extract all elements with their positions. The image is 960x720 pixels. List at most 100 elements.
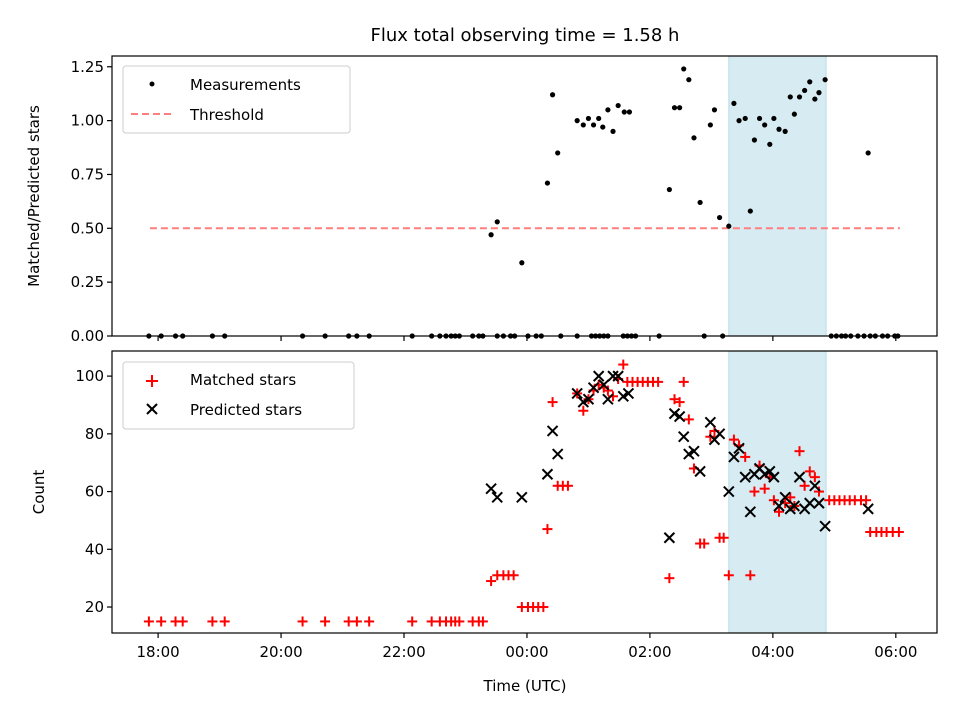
predicted-star-point (485, 482, 497, 495)
bottom-y-ticks: 20 40 60 80 100 (75, 367, 112, 616)
measurement-point (731, 100, 737, 106)
predicted-star-point (541, 468, 554, 480)
measurement-point (771, 115, 777, 122)
predicted-star-point (516, 491, 528, 504)
bottom-y-tick-label: 100 (75, 367, 104, 385)
bottom-y-tick-label: 20 (85, 598, 104, 616)
bottom-x-tick-label: 20:00 (259, 643, 302, 661)
matched-star-point (143, 616, 154, 627)
measurement-point (600, 124, 606, 130)
matched-star-point (813, 486, 824, 497)
top-legend-box (122, 65, 351, 134)
measurement-points (146, 66, 901, 339)
matched-star-point (749, 486, 760, 497)
matched-star-point (547, 397, 558, 408)
matched-star-point (678, 376, 689, 387)
matched-star-point (320, 616, 331, 627)
predicted-star-point (713, 428, 726, 440)
matched-star-point (602, 385, 613, 396)
top-x-ticks (157, 336, 897, 341)
bottom-y-tick-label: 60 (85, 483, 104, 501)
matched-star-point (669, 394, 680, 405)
measurement-point (767, 141, 773, 147)
matched-star-point (297, 616, 308, 627)
matched-star-point (683, 414, 694, 425)
predicted-star-point (779, 491, 791, 504)
legend-matched-marker-icon (146, 375, 158, 387)
measurement-point (807, 79, 813, 85)
predicted-star-point (673, 410, 686, 423)
matched-star-point (674, 397, 685, 408)
measurement-point (580, 122, 586, 128)
predicted-star-point (571, 387, 583, 400)
matched-star-point (745, 570, 756, 581)
bottom-observing-window-span (728, 350, 827, 634)
measurement-point (555, 150, 561, 156)
legend-predicted-marker-icon (146, 403, 158, 415)
predicted-star-point (739, 471, 751, 483)
top-panel: 0.00 0.25 0.50 0.75 1.00 1.25 Matched/Predict… (25, 55, 938, 345)
predicted-star-point (582, 393, 595, 405)
predicted-star-point (551, 448, 564, 460)
predicted-star-point (862, 503, 874, 515)
matched-star-point (486, 576, 497, 587)
measurement-point (615, 102, 621, 109)
measurement-point (747, 208, 753, 214)
bottom-panel: 20 40 60 80 100 18:00 20:00 22:00 00:00 02:00 04:… (30, 350, 938, 695)
measurement-point (626, 109, 633, 115)
matched-star-point (799, 480, 810, 491)
bottom-y-tick-label: 40 (85, 540, 104, 558)
measurement-point (691, 135, 697, 141)
measurement-point (549, 92, 556, 98)
matched-star-point (562, 480, 573, 491)
top-y-axis-label: Matched/Predicted stars (25, 105, 43, 287)
measurement-point (816, 90, 822, 96)
measurement-point (762, 122, 768, 128)
predicted-star-point (598, 379, 610, 391)
matched-star-point (809, 472, 820, 483)
matched-star-point (542, 524, 553, 535)
measurement-point (802, 87, 808, 94)
predicted-star-point (788, 500, 801, 512)
top-observing-window-span (728, 55, 827, 337)
legend-matched-label: Matched stars (190, 371, 296, 389)
matched-star-point (893, 526, 904, 537)
matched-star-point (578, 405, 589, 416)
top-legend: Measurements Threshold (122, 65, 351, 134)
bottom-x-ticks: 18:00 20:00 22:00 00:00 02:00 04:00 06:00 (136, 633, 917, 661)
matched-star-point (618, 359, 629, 370)
matched-star-point (207, 616, 218, 627)
bottom-axes-frame (111, 350, 938, 634)
top-shaded-span (728, 55, 827, 337)
matched-star-point (477, 616, 488, 627)
predicted-star-point (622, 387, 635, 400)
measurement-point (671, 105, 678, 111)
predicted-star-point (733, 442, 745, 454)
bottom-legend: Matched stars Predicted stars (122, 361, 355, 430)
matched-star-point (740, 451, 751, 462)
predicted-star-point (704, 416, 717, 429)
matched-star-point (219, 616, 230, 627)
matched-star-point (407, 616, 418, 627)
bottom-x-tick-label: 06:00 (874, 643, 917, 661)
measurement-point (716, 214, 723, 221)
measurement-point (610, 128, 616, 134)
measurement-point (751, 137, 758, 143)
x-axis-label: Time (UTC) (483, 677, 567, 695)
legend-measurements-marker-icon (149, 81, 155, 87)
measurement-point (822, 77, 828, 83)
measurement-point (796, 94, 803, 100)
matched-star-point (364, 616, 375, 627)
legend-predicted-label: Predicted stars (190, 401, 302, 419)
measurement-point (677, 105, 683, 111)
measurement-point (519, 260, 525, 266)
predicted-star-point (809, 480, 821, 492)
measurement-point (686, 77, 692, 83)
measurement-point (707, 122, 713, 128)
measurement-point (585, 115, 592, 122)
top-y-tick-label: 0.75 (71, 165, 104, 183)
predicted-star-point (592, 370, 605, 382)
measurement-point (488, 232, 494, 238)
predicted-star-point (612, 370, 624, 382)
